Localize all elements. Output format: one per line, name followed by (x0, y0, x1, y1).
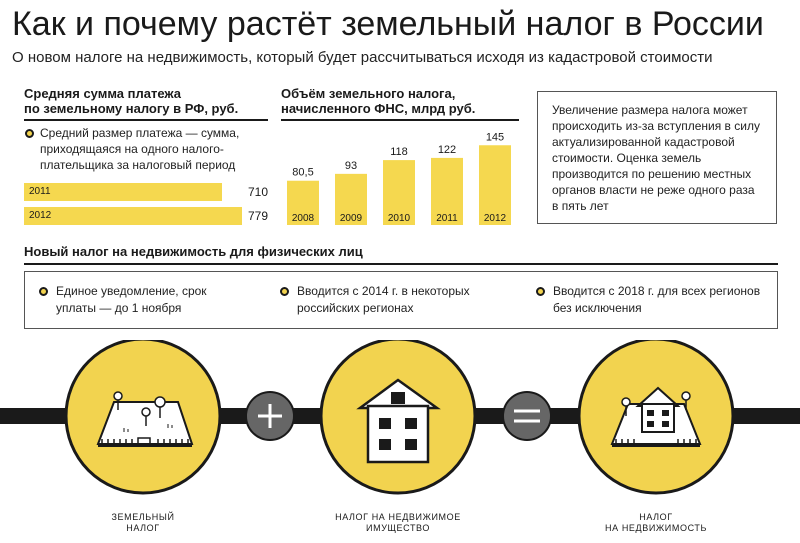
info-line-4: стоимости. Оценка земель (552, 151, 702, 165)
payment-bar-value: 779 (247, 209, 268, 223)
new-tax-item-2-line1: Вводится с 2014 г. в некоторых (297, 284, 470, 298)
land-tax-label-line2: НАЛОГ (126, 523, 160, 533)
volume-heading-line2: начисленного ФНС, млрд руб. (281, 101, 476, 116)
plus-icon (245, 391, 295, 441)
info-line-1: Увеличение размера налога может (552, 103, 748, 117)
info-line-6: органов власти не реже одного раза (552, 183, 755, 197)
volume-bar-year: 2009 (340, 213, 363, 224)
land-plot-icon (64, 340, 222, 495)
new-tax-item-3-line2: без исключения (553, 301, 642, 315)
new-tax-item-3-line1: Вводится с 2018 г. для всех регионов (553, 284, 761, 298)
land-tax-label: ЗЕМЕЛЬНЫЙ НАЛОГ (83, 512, 203, 534)
real-estate-tax-label: НАЛОГ НА НЕДВИЖИМОСТЬ (586, 512, 726, 534)
volume-bar (479, 145, 511, 225)
volume-bar-year: 2011 (436, 213, 458, 224)
volume-bar (383, 160, 415, 225)
avg-payment-heading-line2: по земельному налогу в РФ, руб. (24, 101, 239, 116)
land-tax-label-line1: ЗЕМЕЛЬНЫЙ (111, 512, 175, 522)
new-tax-heading: Новый налог на недвижимость для физическ… (24, 244, 363, 259)
property-tax-label-line1: НАЛОГ НА НЕДВИЖИМОЕ (335, 512, 461, 522)
payment-bar (24, 207, 242, 225)
payment-bar-value: 710 (247, 185, 268, 199)
equals-icon (502, 391, 552, 441)
volume-bar (431, 157, 463, 225)
real-estate-tax-label-line2: НА НЕДВИЖИМОСТЬ (605, 523, 707, 533)
volume-bar-value: 122 (438, 144, 456, 156)
new-tax-item-2-line2: российских регионах (297, 301, 414, 315)
info-box: Увеличение размера налога может происход… (537, 91, 777, 224)
real-estate-tax-label-line1: НАЛОГ (639, 512, 673, 522)
new-tax-box: Единое уведомление, срок уплаты — до 1 н… (24, 271, 778, 329)
bullet-dot-icon (280, 287, 289, 296)
info-line-7: в пять лет (552, 199, 609, 213)
tax-formula-illustration (0, 340, 800, 495)
volume-bar-year: 2012 (484, 213, 507, 224)
bullet-dot-icon (39, 287, 48, 296)
info-line-5: производится по решению местных (552, 167, 752, 181)
volume-heading-line1: Объём земельного налога, (281, 86, 456, 101)
avg-payment-note-line1: Средний размер платежа — сумма, (40, 126, 240, 140)
volume-bar-value: 80,5 (292, 167, 313, 179)
house-on-land-icon (577, 340, 735, 495)
page-title: Как и почему растёт земельный налог в Ро… (12, 5, 764, 43)
payment-bar-row: 2011 710 (24, 183, 268, 201)
payment-bar-row: 2012 779 (24, 207, 268, 225)
volume-bar-chart: 80,5 2008 93 2009 118 2010 122 2011 145 2012 (287, 131, 511, 225)
volume-bar (335, 173, 367, 225)
info-line-2: происходить из-за вступления в силу (552, 119, 760, 133)
payment-bar-year: 2012 (29, 210, 52, 221)
bullet-dot-icon (536, 287, 545, 296)
avg-payment-bar-chart: 2011 710 2012 779 (24, 183, 268, 227)
volume-bar-year: 2008 (292, 213, 315, 224)
new-tax-item-1-line2: уплаты — до 1 ноября (56, 301, 182, 315)
new-tax-item-1-line1: Единое уведомление, срок (56, 284, 207, 298)
property-tax-label: НАЛОГ НА НЕДВИЖИМОЕ ИМУЩЕСТВО (318, 512, 478, 534)
page-subtitle: О новом налоге на недвижимость, который … (12, 49, 713, 66)
volume-bar-year: 2010 (388, 213, 411, 224)
avg-payment-heading-line1: Средняя сумма платежа (24, 86, 182, 101)
volume-rule (281, 119, 519, 121)
bullet-dot-icon (25, 129, 34, 138)
volume-bar-value: 145 (486, 131, 504, 143)
avg-payment-note-line2: приходящаяся на одного налого- (40, 142, 224, 156)
new-tax-rule (24, 263, 778, 265)
volume-bar-value: 93 (345, 160, 357, 172)
payment-bar-year: 2011 (29, 186, 51, 197)
info-line-3: актуализированной кадастровой (552, 135, 735, 149)
house-icon (319, 340, 477, 495)
avg-payment-note-line3: плательщика за налоговый период (40, 158, 236, 172)
payment-bar (24, 183, 222, 201)
property-tax-label-line2: ИМУЩЕСТВО (366, 523, 430, 533)
volume-bar (287, 180, 319, 225)
volume-bar-value: 118 (390, 146, 408, 158)
avg-payment-rule (24, 119, 268, 121)
